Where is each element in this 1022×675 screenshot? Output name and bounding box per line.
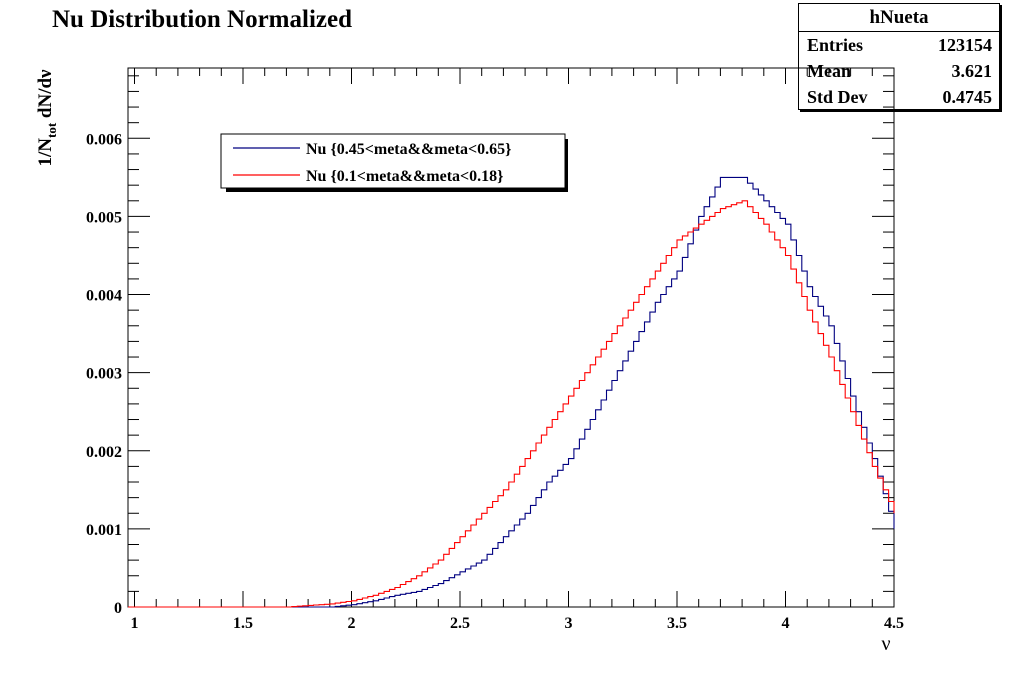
stats-box: hNueta Entries 123154 Mean 3.621 Std Dev… [798, 3, 1000, 110]
y-tick-label: 0.004 [86, 288, 122, 305]
y-tick-label: 0 [114, 600, 122, 617]
x-tick-label: 3.5 [667, 615, 687, 632]
stats-value: 3.621 [951, 61, 993, 81]
stats-label: Std Dev [807, 87, 868, 107]
y-label-main: 1/N [35, 138, 56, 167]
y-label-tail: dN/dν [35, 69, 56, 123]
x-tick-label: 2 [348, 615, 356, 632]
y-axis-label: 1/Ntot dN/dν [35, 69, 59, 167]
x-tick-label: 4 [782, 615, 790, 632]
stats-value: 0.4745 [942, 87, 993, 107]
series-line-1 [128, 200, 895, 608]
x-tick-label: 1.5 [233, 615, 253, 632]
stats-label: Entries [807, 35, 863, 55]
y-axis: 0 0.001 0.002 0.003 0.004 0.005 0.006 [86, 75, 894, 617]
stats-row-entries: Entries 123154 [799, 32, 999, 58]
chart-title: Nu Distribution Normalized [52, 6, 352, 33]
x-tick-label: 2.5 [450, 615, 470, 632]
y-tick-label: 0.001 [86, 522, 122, 539]
legend-box [220, 133, 566, 189]
series-layer [128, 176, 895, 608]
x-axis-label: ν [881, 633, 890, 655]
plot-frame [127, 67, 895, 608]
y-tick-label: 0.005 [86, 209, 122, 226]
legend: Nu {0.45<meta&&meta<0.65} Nu {0.1<meta&&… [220, 133, 568, 192]
y-tick-label: 0.002 [86, 444, 122, 461]
y-tick-label: 0.006 [86, 131, 122, 148]
legend-entry-blue: Nu {0.45<meta&&meta<0.65} [306, 141, 511, 158]
legend-entry-red: Nu {0.1<meta&&meta<0.18} [306, 168, 503, 185]
stats-value: 123154 [938, 35, 992, 55]
y-tick-label: 0.003 [86, 366, 122, 383]
x-axis: 1 1.5 2 2.5 3 3.5 4 4.5 [131, 68, 904, 632]
x-tick-label: 1 [131, 615, 139, 632]
stats-row-stddev: Std Dev 0.4745 [799, 84, 999, 110]
x-tick-label: 3 [565, 615, 573, 632]
y-label-sub: tot [44, 122, 59, 138]
stats-box-name: hNueta [799, 4, 999, 32]
x-tick-label: 4.5 [884, 615, 904, 632]
series-line-0 [128, 176, 895, 608]
